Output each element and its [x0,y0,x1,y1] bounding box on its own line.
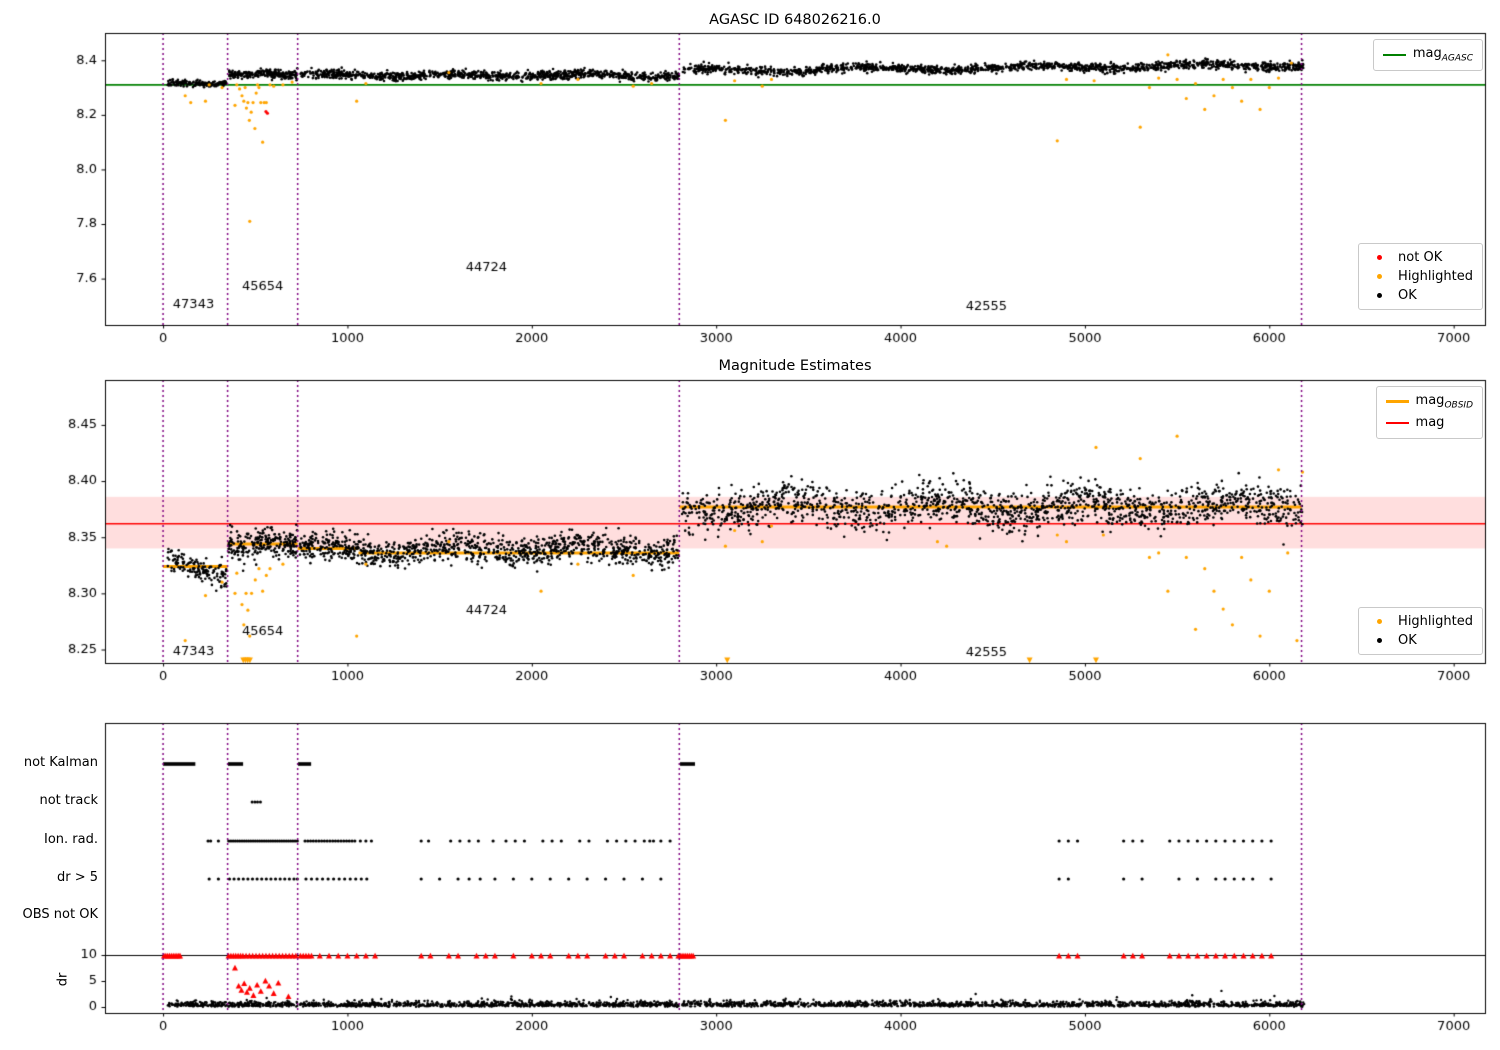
ok-marker-swatch [1377,293,1383,298]
legend-label: mag [1415,414,1445,430]
mag-agasc-line-swatch [1382,53,1406,56]
row-label-dr-gt5: dr > 5 [56,870,98,885]
legend-item-ok: OK [1368,631,1473,650]
legend-item-highlighted: Highlighted [1368,267,1473,286]
plot1-title: AGASC ID 648026216.0 [709,12,881,28]
row-label-not-track: not track [39,793,98,808]
highlighted-marker-swatch [1377,274,1383,279]
plot2-title: Magnitude Estimates [718,358,872,374]
row-label-not-kalman: not Kalman [23,755,98,770]
row-label-ion-rad: Ion. rad. [44,832,98,847]
legend-label: OK [1398,633,1417,648]
mag-line-swatch [1385,422,1409,425]
ok-marker-swatch [1377,638,1383,643]
legend-item-not-ok: not OK [1368,248,1473,267]
legend-label: not OK [1398,250,1443,265]
legend-label: magAGASC [1412,46,1473,64]
legend-label: Highlighted [1398,269,1473,284]
dr-axis-label: dr [55,972,71,987]
mag-obsid-line-swatch [1385,400,1409,404]
legend-item-mag-agasc: magAGASC [1382,44,1473,66]
legend-label: magOBSID [1415,393,1473,411]
legend-label: Highlighted [1398,614,1473,629]
legend-plot2-lines: magOBSID mag [1375,386,1483,440]
legend-item-ok: OK [1368,286,1473,305]
legend-plot2-markers: Highlighted OK [1358,607,1483,655]
legend-item-mag: mag [1385,413,1473,435]
legend-plot1-markers: not OK Highlighted OK [1358,243,1483,310]
highlighted-marker-swatch [1377,619,1383,624]
legend-mag-agasc: magAGASC [1372,39,1483,71]
legend-item-highlighted: Highlighted [1368,612,1473,631]
legend-item-mag-obsid: magOBSID [1385,391,1473,413]
row-label-obs-not-ok: OBS not OK [22,907,99,922]
legend-label: OK [1398,288,1417,303]
not-ok-marker-swatch [1377,255,1383,260]
